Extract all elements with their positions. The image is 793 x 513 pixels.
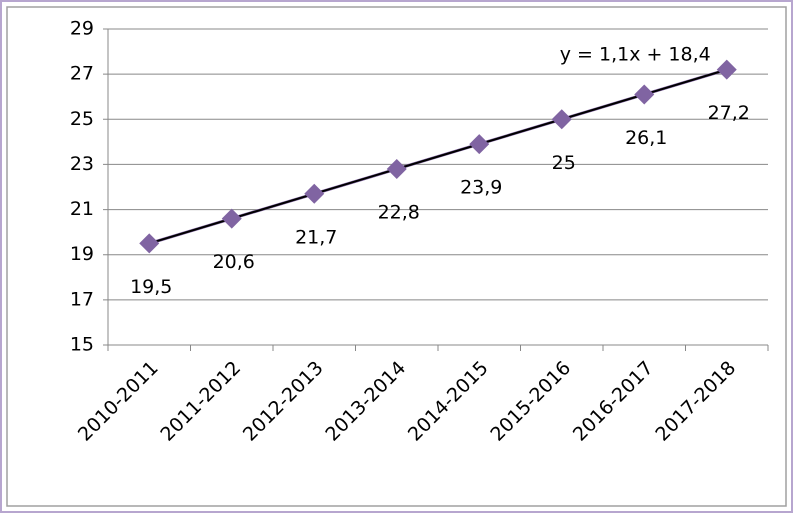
chart-frame bbox=[6, 6, 787, 507]
data-label: 19,5 bbox=[130, 276, 172, 298]
trendline-label: y = 1,1x + 18,4 bbox=[560, 44, 711, 66]
data-label: 25 bbox=[552, 152, 576, 174]
y-tick-label: 25 bbox=[70, 108, 94, 130]
y-tick-label: 27 bbox=[70, 63, 94, 85]
marker bbox=[634, 84, 655, 105]
data-label: 23,9 bbox=[460, 177, 502, 199]
data-label: 26,1 bbox=[625, 127, 667, 149]
y-tick-label: 17 bbox=[70, 288, 94, 310]
marker bbox=[469, 134, 490, 155]
y-tick-label: 23 bbox=[70, 153, 94, 175]
marker bbox=[304, 183, 325, 204]
data-label: 27,2 bbox=[708, 102, 750, 124]
data-label: 20,6 bbox=[213, 251, 255, 273]
data-label: 22,8 bbox=[378, 201, 420, 223]
trendline bbox=[148, 68, 728, 245]
data-label: 21,7 bbox=[295, 226, 337, 248]
marker bbox=[221, 208, 242, 229]
marker bbox=[551, 109, 572, 130]
marker bbox=[716, 59, 737, 80]
y-tick-label: 19 bbox=[70, 243, 94, 265]
y-tick-label: 15 bbox=[70, 334, 94, 356]
y-tick-label: 29 bbox=[70, 18, 94, 40]
y-tick-label: 21 bbox=[70, 198, 94, 220]
marker bbox=[139, 233, 160, 254]
marker bbox=[386, 158, 407, 179]
